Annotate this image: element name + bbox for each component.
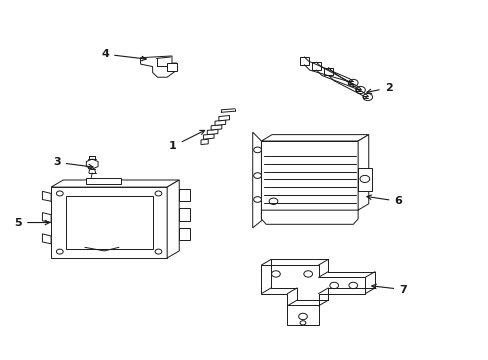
Text: 3: 3 [53,157,93,169]
Circle shape [348,282,357,289]
Text: 7: 7 [371,284,406,294]
Text: 2: 2 [366,83,392,94]
Circle shape [253,147,261,153]
Polygon shape [42,234,51,244]
Circle shape [56,191,63,196]
Polygon shape [252,132,261,228]
Bar [311,62,320,70]
Bar [65,196,152,249]
Polygon shape [51,180,179,187]
Polygon shape [219,116,229,121]
Text: 1: 1 [169,130,204,151]
Polygon shape [167,180,179,258]
Bar [324,68,332,76]
Circle shape [329,282,338,289]
Polygon shape [86,159,98,169]
Text: 5: 5 [15,217,49,228]
Circle shape [355,86,365,94]
Polygon shape [261,141,357,210]
Circle shape [155,249,162,254]
Circle shape [56,249,63,254]
Circle shape [303,271,312,277]
Circle shape [253,197,261,202]
Circle shape [268,198,277,204]
Polygon shape [211,125,222,130]
Bar [287,305,318,325]
Bar [179,228,189,240]
Circle shape [348,79,357,86]
Polygon shape [207,129,218,135]
Bar [179,208,189,221]
Polygon shape [42,192,51,201]
Circle shape [362,94,372,100]
Circle shape [359,175,369,183]
Text: 6: 6 [366,195,402,206]
Polygon shape [215,120,225,125]
Polygon shape [261,265,365,306]
Bar [167,63,177,71]
Polygon shape [203,134,214,139]
Bar [86,178,121,184]
Bar [179,189,189,201]
Polygon shape [261,210,357,224]
Circle shape [271,271,280,277]
Bar [357,168,371,191]
Circle shape [155,191,162,196]
Polygon shape [201,139,208,145]
Circle shape [298,313,307,320]
Polygon shape [357,135,368,210]
Circle shape [253,173,261,179]
Circle shape [300,321,305,325]
Bar [300,57,308,65]
Polygon shape [51,187,167,258]
Polygon shape [261,135,368,141]
Text: 4: 4 [101,49,146,61]
Polygon shape [140,56,177,77]
Polygon shape [42,213,51,222]
